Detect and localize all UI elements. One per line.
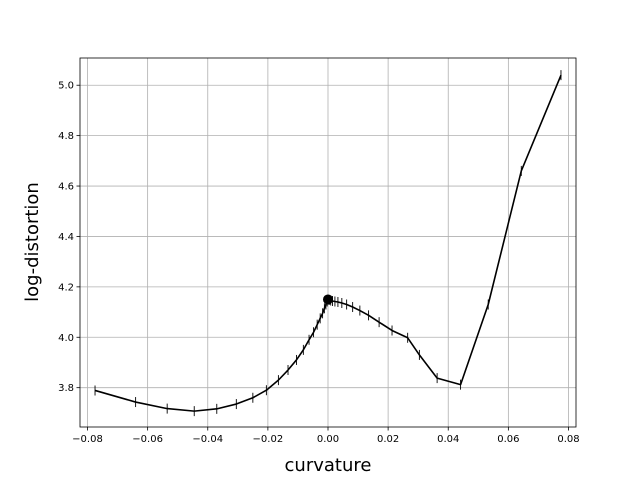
series-layer [94, 70, 562, 417]
y-tick-label: 4.6 [58, 182, 74, 193]
y-tick-label: 4.0 [58, 333, 74, 344]
y-tick-label: 4.8 [58, 131, 74, 142]
y-tick-label: 5.0 [58, 81, 74, 92]
highlight-point [323, 294, 333, 305]
grid [80, 58, 576, 427]
x-tick-label: 0.06 [497, 434, 519, 445]
y-tick-label: 4.4 [58, 232, 74, 243]
y-tick-label: 3.8 [58, 383, 74, 394]
x-tick-label: −0.06 [132, 434, 163, 445]
y-tick-label: 4.2 [58, 282, 74, 293]
axis-ticks: −0.08 −0.06 −0.04 −0.02 0.00 0.02 0.04 0.06 0.08… [58, 81, 580, 445]
x-tick-label: −0.02 [253, 434, 284, 445]
x-axis-label: curvature [285, 455, 372, 476]
x-tick-label: 0.00 [317, 434, 339, 445]
x-tick-label: −0.08 [72, 434, 103, 445]
y-axis-label: log-distortion [22, 182, 43, 302]
x-tick-label: −0.04 [192, 434, 223, 445]
x-tick-label: 0.08 [557, 434, 579, 445]
x-tick-label: 0.04 [437, 434, 459, 445]
x-tick-label: 0.02 [377, 434, 399, 445]
